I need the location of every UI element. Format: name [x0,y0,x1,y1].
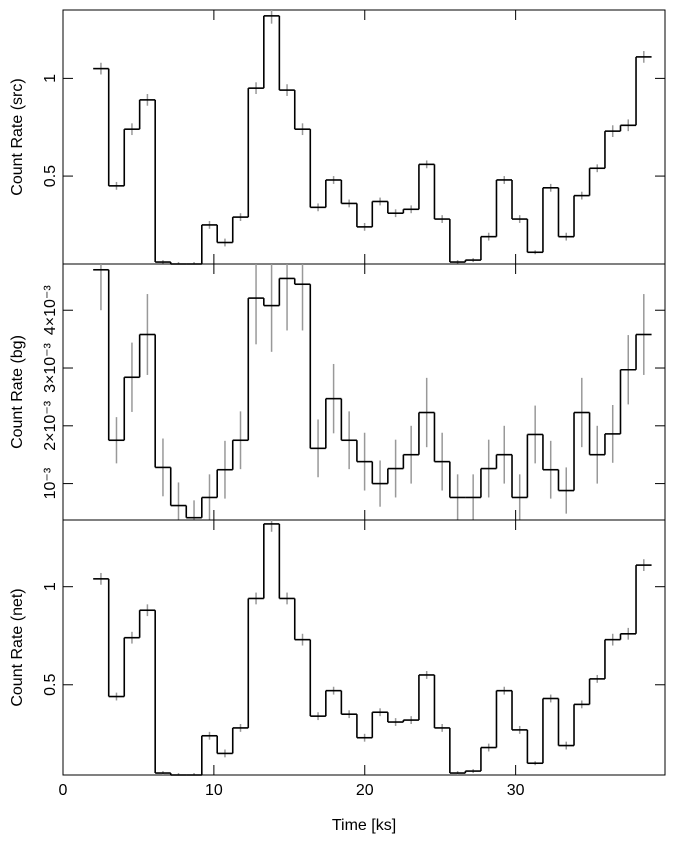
y-tick-label: 0.5 [42,674,59,696]
y-tick-label: 4×10⁻³ [42,285,59,335]
y-tick-label: 1 [42,582,59,591]
x-tick-label: 30 [507,782,525,799]
y-tick-label: 2×10⁻³ [42,400,59,450]
y-tick-label: 3×10⁻³ [42,342,59,392]
y-tick-label: 1 [42,74,59,83]
y-axis-label: Count Rate (src) [9,78,26,195]
plot-frame [62,519,666,776]
x-tick-label: 20 [356,782,374,799]
x-tick-label: 0 [59,782,68,799]
y-axis-label: Count Rate (bg) [9,335,26,449]
y-axis-label: Count Rate (net) [9,588,26,706]
y-tick-label: 10⁻³ [42,467,59,499]
x-tick-label: 10 [205,782,223,799]
y-tick-label: 0.5 [42,165,59,187]
x-axis-label: Time [ks] [332,817,396,834]
